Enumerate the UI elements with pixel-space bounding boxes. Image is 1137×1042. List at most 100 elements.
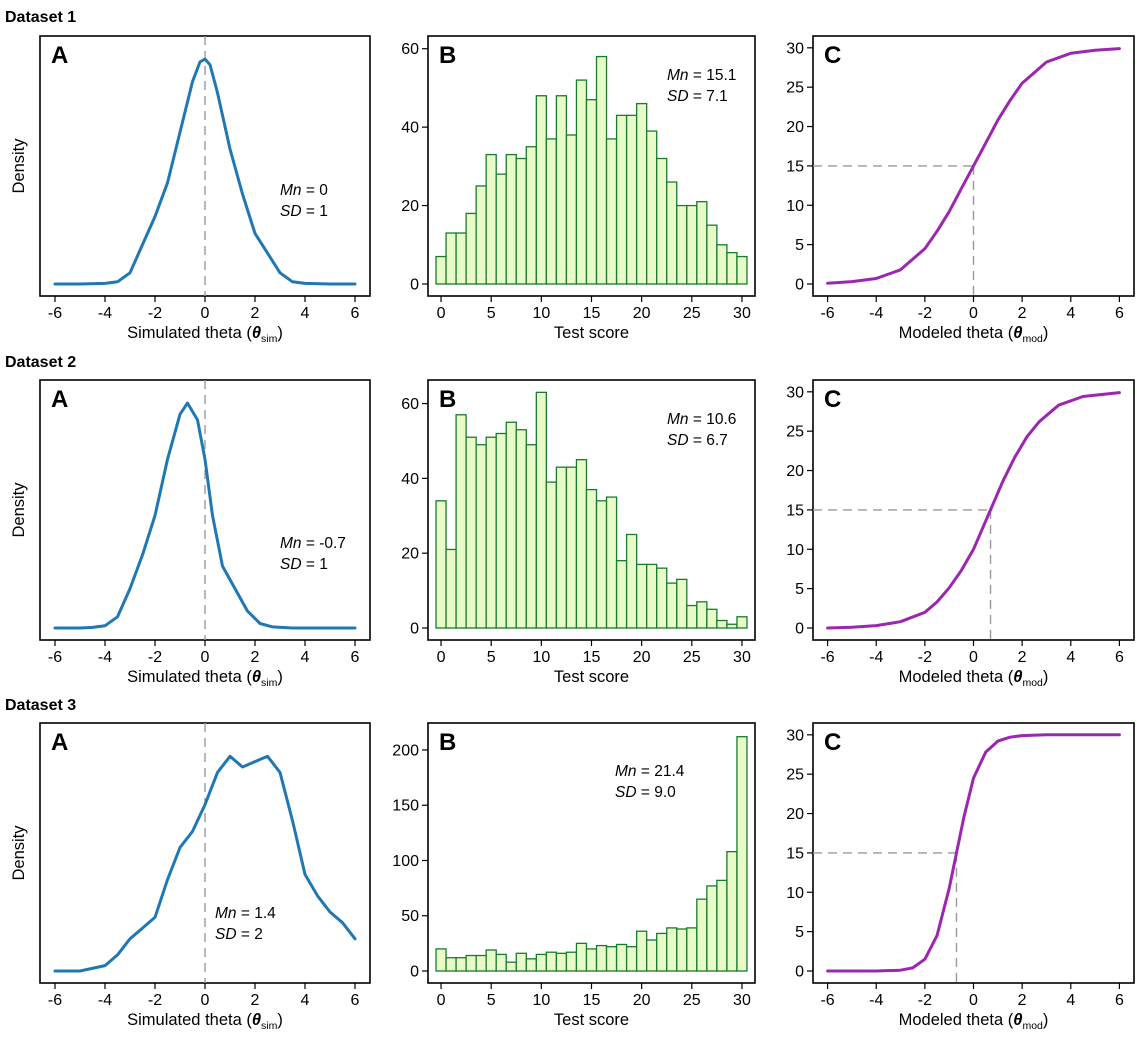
dataset-1-panel-a-ylabel: Density xyxy=(10,138,28,194)
dataset-3-panel-a-xtick-label: -4 xyxy=(98,992,112,1009)
dataset-1-hist-bar xyxy=(736,255,748,285)
dataset-2-density-curve xyxy=(53,401,357,630)
dataset-1-panel-a-xtick-label: 2 xyxy=(251,305,260,322)
dataset-1-panel-c-xlabel: Modeled theta (θmod) xyxy=(899,324,1049,345)
dataset-1-hist-bar xyxy=(696,200,708,285)
dataset-1-panel-a-letter: A xyxy=(51,42,68,69)
dataset-1-hist-bar xyxy=(545,138,558,285)
dataset-3-hist-bar xyxy=(706,885,718,972)
dataset-1-density-curve xyxy=(53,57,357,286)
dataset-3-hist-bar xyxy=(635,930,648,972)
dataset-2-panel-a-xtick-label: -2 xyxy=(148,649,162,666)
dataset-3-panel-b-xtick-label: 25 xyxy=(683,992,701,1009)
dataset-2-hist-bar xyxy=(485,436,497,629)
dataset-2-hist-bar xyxy=(545,481,558,629)
dataset-2-panel-c-ytick-label: 30 xyxy=(786,384,804,401)
dataset-3-panel-a-stats: Mn = 1.4 SD = 2 xyxy=(215,905,276,943)
dataset-1-hist-bar xyxy=(465,212,477,285)
dataset-1-panel-a-stats: Mn = 0 SD = 1 xyxy=(280,182,328,220)
dataset-2-title: Dataset 2 xyxy=(5,354,76,371)
dataset-2-hist-bar xyxy=(435,500,447,629)
dataset-3-hist-bar xyxy=(435,948,447,972)
dataset-3-panel-c-xtick-label: -6 xyxy=(820,992,834,1009)
dataset-1-panel-b-xtick-label: 5 xyxy=(487,305,496,322)
dataset-2-panel-b-ytick-label: 0 xyxy=(410,621,419,638)
dataset-3-panel-c-xtick-label: 4 xyxy=(1066,992,1075,1009)
dataset-1-panel-b-stats-mean: Mn = 15.1 xyxy=(667,67,736,84)
dataset-2-hist-bar xyxy=(565,466,578,629)
dataset-2-hist-bar xyxy=(615,560,628,629)
dataset-1-panel-c-ytick-label: 30 xyxy=(786,40,804,57)
dataset-2-panel-a-xtick-label: 6 xyxy=(351,649,360,666)
dataset-3-hist-bar xyxy=(736,736,748,972)
dataset-1-panel-a-stats-sd: SD = 1 xyxy=(280,203,328,220)
dataset-1-panel-b-ytick-label: 60 xyxy=(401,41,419,58)
dataset-3-panel-b-xtick-label: 5 xyxy=(487,992,496,1009)
dataset-2-panel-b-xtick-label: 5 xyxy=(487,649,496,666)
dataset-2-hist-bar xyxy=(555,466,568,629)
dataset-1-panel-b-stats: Mn = 15.1 SD = 7.1 xyxy=(667,67,736,105)
dataset-2-hist-bar xyxy=(625,533,638,629)
dataset-3-hist-bar xyxy=(565,951,578,972)
dataset-2-panel-c-ytick-label: 0 xyxy=(795,621,804,638)
dataset-3-panel-b-ytick-label: 200 xyxy=(392,742,419,759)
dataset-2-panel-b-xlabel: Test score xyxy=(554,668,629,686)
dataset-1-hist-bar xyxy=(515,157,527,285)
dataset-2-panel-b-stats-sd: SD = 6.7 xyxy=(667,432,728,449)
dataset-2-hist-bar xyxy=(635,563,648,629)
dataset-1-panel-c-ytick-label: 25 xyxy=(786,80,804,97)
dataset-3-hist-bar xyxy=(615,943,628,972)
dataset-3-hist-bar xyxy=(515,952,527,972)
dataset-2-hist-bar xyxy=(445,548,457,629)
dataset-2-panel-a-stats-mean: Mn = -0.7 xyxy=(280,535,346,552)
dataset-3-hist-bar xyxy=(475,954,487,972)
dataset-2-panel-c-xtick-label: 2 xyxy=(1018,649,1027,666)
dataset-1-panel-c-ytick-label: 10 xyxy=(786,198,804,215)
dataset-2-panel-b-xtick-label: 0 xyxy=(437,649,446,666)
dataset-2-panel-b-xtick-label: 25 xyxy=(683,649,701,666)
dataset-3-panel-a-ylabel: Density xyxy=(10,825,28,881)
dataset-3-hist-bar xyxy=(595,944,608,972)
dataset-3-panel-c-xtick-label: 6 xyxy=(1115,992,1124,1009)
dataset-3-panel-a-xtick-label: -2 xyxy=(148,992,162,1009)
dataset-2-hist-bar xyxy=(455,414,467,629)
dataset-2-hist-bar xyxy=(465,436,477,629)
dataset-2-panel-b-xtick-label: 15 xyxy=(583,649,601,666)
dataset-3-panel-c-ytick-label: 20 xyxy=(786,806,804,823)
dataset-2-hist-bar xyxy=(495,432,507,629)
dataset-2-panel-c-ytick-label: 25 xyxy=(786,424,804,441)
dataset-2-panel-b-xtick-label: 10 xyxy=(532,649,550,666)
dataset-3-hist-bar xyxy=(505,961,517,972)
dataset-3-hist-bar xyxy=(605,946,618,972)
dataset-1-hist-bar xyxy=(635,102,648,285)
dataset-2-panel-a-xtick-label: 0 xyxy=(201,649,210,666)
dataset-1-panel-b-xtick-label: 25 xyxy=(683,305,701,322)
dataset-3-hist-bar xyxy=(545,951,558,972)
dataset-3-panel-a-letter: A xyxy=(51,729,68,756)
dataset-2-hist-bar xyxy=(696,601,708,629)
dataset-2-panel-b-ytick-label: 60 xyxy=(401,396,419,413)
dataset-1-panel-b-xtick-label: 20 xyxy=(633,305,651,322)
dataset-1-panel-a-xtick-label: 6 xyxy=(351,305,360,322)
dataset-3-hist-bar xyxy=(666,927,678,972)
dataset-3-title: Dataset 3 xyxy=(5,697,76,714)
dataset-1-hist-bar xyxy=(435,255,447,285)
dataset-2-panel-c-xtick-label: 0 xyxy=(969,649,978,666)
dataset-1-panel-a-xtick-label: 4 xyxy=(301,305,310,322)
dataset-1-hist-bar xyxy=(676,204,688,285)
dataset-1-hist-bar xyxy=(656,157,668,285)
dataset-2-panel-c-xlabel: Modeled theta (θmod) xyxy=(899,668,1049,689)
dataset-1-hist-bar xyxy=(686,204,698,285)
dataset-1-hist-bar xyxy=(716,244,728,285)
dataset-3-hist-bar xyxy=(585,948,598,972)
dataset-2-panel-b-xtick-label: 30 xyxy=(733,649,751,666)
dataset-2-panel-a-stats-sd: SD = 1 xyxy=(280,556,328,573)
dataset-3-hist-bar xyxy=(525,958,537,972)
dataset-2-panel-a-xtick-label: 4 xyxy=(301,649,310,666)
dataset-1-hist-bar xyxy=(646,130,658,285)
dataset-1-panel-c-ytick-label: 0 xyxy=(795,277,804,294)
dataset-2-hist-bar xyxy=(736,616,748,629)
dataset-2-icc-curve xyxy=(826,391,1121,630)
dataset-1-hist-bar xyxy=(706,224,718,285)
